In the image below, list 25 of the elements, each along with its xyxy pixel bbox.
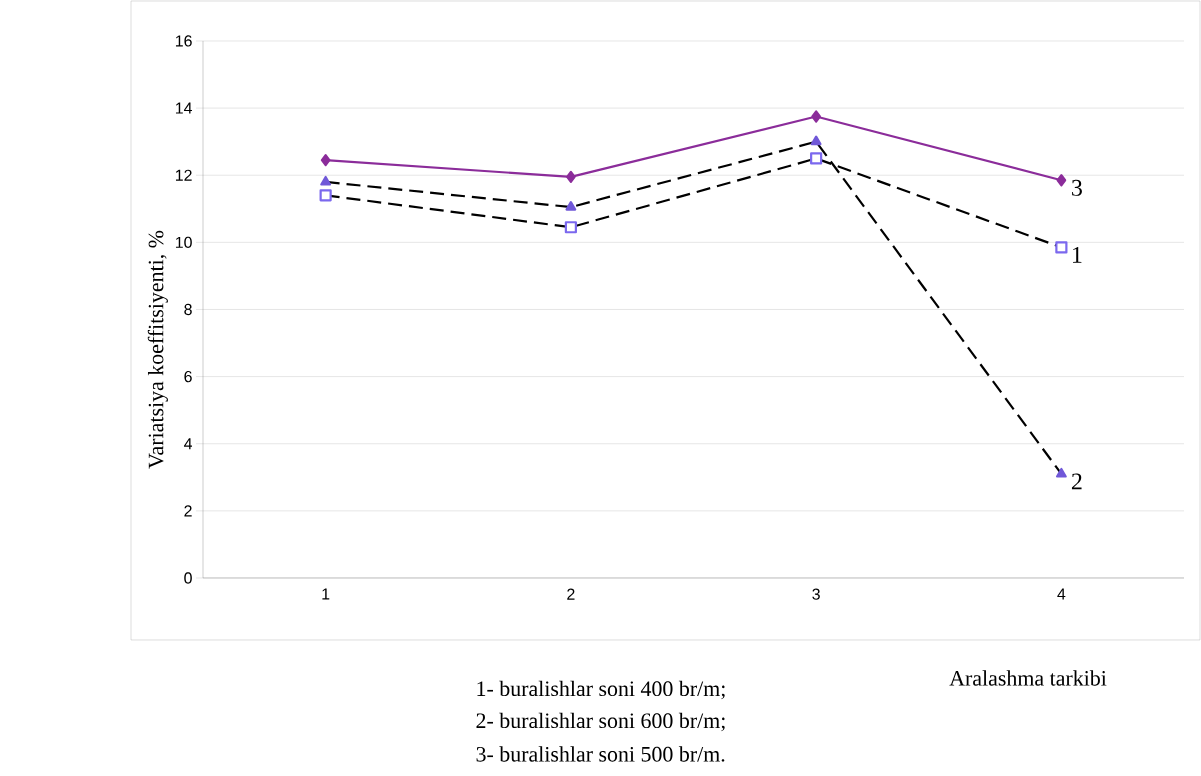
y-tick-label: 14: [175, 102, 193, 114]
x-tick-label: 3: [812, 588, 820, 600]
text: 1- buralishlar soni 400 br/m;: [477, 680, 725, 700]
x-tick-label: 2: [567, 588, 575, 600]
series-label: 1: [1073, 246, 1082, 263]
text: 3- buralishlar soni 500 br/m.: [476, 746, 725, 762]
y-tick-label: 12: [175, 169, 192, 181]
y-tick-label: 2: [184, 505, 192, 517]
x-tick-label: 1: [322, 588, 330, 600]
point: [566, 170, 576, 184]
y-axis-title: Variatsiya koeffitsiyenti, %: [147, 230, 168, 469]
series-label: 3: [1072, 179, 1082, 196]
y-tick-label: 16: [175, 35, 192, 47]
point: [320, 154, 331, 167]
x-tick-label: 4: [1057, 588, 1066, 600]
y-tick-label: 10: [175, 236, 192, 248]
y-tick-label: 6: [184, 370, 192, 383]
x-axis-title: Aralashma tarkibi: [949, 670, 1107, 686]
text: 2- buralishlar soni 600 br/m;: [476, 712, 725, 732]
y-tick-label: 8: [184, 303, 192, 316]
y-tick-label: 0: [184, 572, 192, 584]
point: [811, 110, 821, 123]
y-tick-label: 4: [183, 438, 193, 450]
point: [1056, 174, 1067, 187]
series-label: 2: [1071, 473, 1082, 490]
